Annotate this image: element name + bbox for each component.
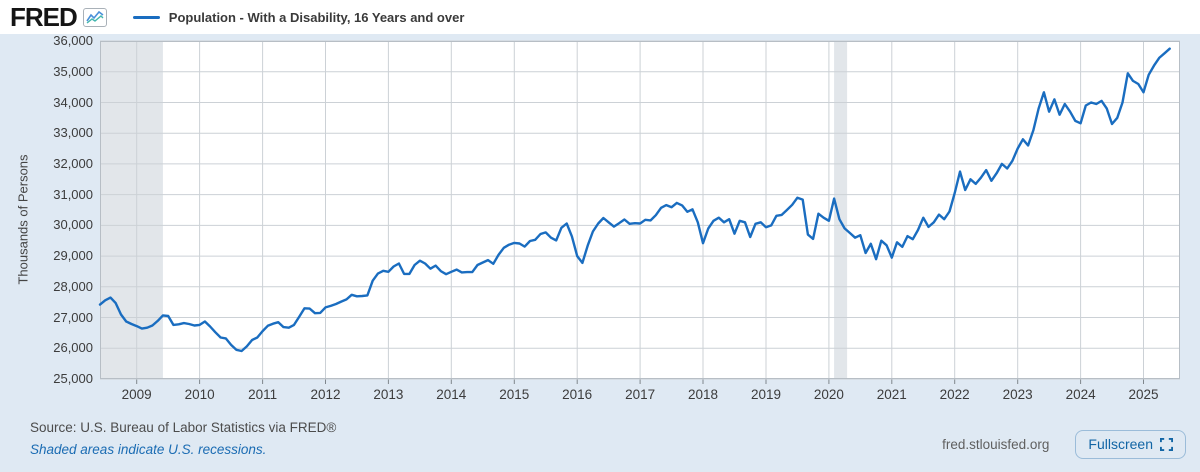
chart-header: FRED Population - With a Disability, 16 …	[0, 0, 1200, 34]
series-title: Population - With a Disability, 16 Years…	[168, 9, 465, 25]
x-axis-tick-label: 2020	[813, 387, 844, 402]
chart-footer: Source: U.S. Bureau of Labor Statistics …	[0, 408, 1200, 472]
fred-logo-chart-icon	[82, 7, 107, 27]
fullscreen-icon	[1160, 437, 1173, 451]
y-axis-tick-label: 29,000	[53, 248, 93, 264]
x-axis-tick-label: 2011	[248, 387, 278, 402]
y-axis-tick-label: 28,000	[53, 278, 93, 294]
y-axis-tick-label: 35,000	[53, 63, 93, 79]
x-axis-tick-label: 2022	[939, 387, 970, 402]
x-axis-tick-label: 2018	[687, 387, 719, 402]
recession-band	[834, 41, 848, 379]
fullscreen-button[interactable]: Fullscreen	[1075, 430, 1186, 459]
y-axis-tick-label: 33,000	[53, 125, 93, 141]
y-axis-tick-label: 34,000	[53, 94, 93, 110]
chart-legend: Population - With a Disability, 16 Years…	[132, 9, 465, 25]
x-axis-tick-label: 2010	[184, 387, 215, 402]
x-axis-tick-label: 2009	[121, 387, 152, 402]
y-axis-tick-label: 30,000	[53, 217, 93, 233]
x-axis-tick-label: 2012	[310, 387, 341, 402]
x-axis-tick-label: 2014	[436, 387, 467, 402]
fred-logo: FRED	[10, 2, 78, 32]
x-axis-tick-label: 2025	[1128, 387, 1159, 402]
y-axis-tick-label: 27,000	[53, 309, 93, 325]
fullscreen-label: Fullscreen	[1088, 436, 1153, 452]
plot-border	[100, 41, 1180, 379]
fred-site-link[interactable]: fred.stlouisfed.org	[942, 437, 1050, 452]
x-axis-tick-label: 2019	[750, 387, 782, 402]
recession-band	[100, 41, 163, 379]
y-axis-tick-label: 32,000	[53, 155, 93, 171]
x-axis-tick-label: 2024	[1065, 387, 1096, 402]
x-axis-tick-label: 2015	[499, 387, 530, 402]
y-axis-tick-label: 26,000	[53, 340, 93, 356]
y-axis-tick-label: 25,000	[53, 371, 93, 386]
recession-note-link[interactable]: Shaded areas indicate U.S. recessions.	[30, 441, 267, 457]
y-axis-tick-label: 31,000	[53, 186, 93, 202]
x-axis-tick-label: 2021	[876, 387, 907, 402]
data-line-population-disability[interactable]	[98, 47, 1171, 353]
legend-line-swatch	[132, 15, 160, 19]
plot-area[interactable]	[98, 40, 1180, 384]
x-axis-tick-label: 2016	[562, 387, 593, 402]
y-axis-tick-label: 36,000	[53, 33, 93, 48]
chart-area: Thousands of Persons 25,000 26,000 27,000 2…	[0, 33, 1200, 408]
source-text: Source: U.S. Bureau of Labor Statistics …	[30, 420, 337, 435]
x-axis-tick-label: 2023	[1002, 387, 1033, 402]
x-axis-tick-label: 2017	[625, 387, 656, 402]
x-axis-tick-label: 2013	[373, 387, 404, 402]
